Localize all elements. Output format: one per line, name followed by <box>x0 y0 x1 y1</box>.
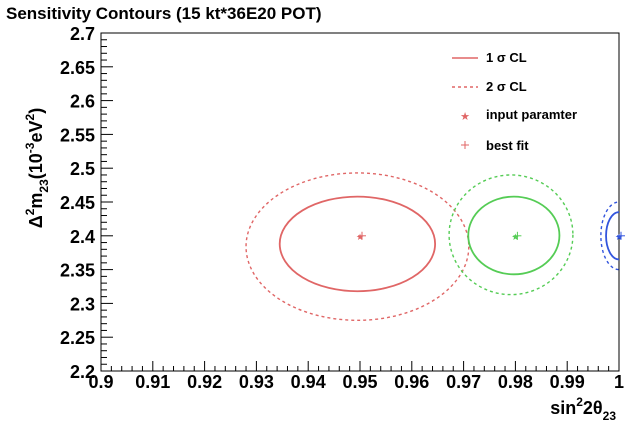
marker-region: ★ ★ ★ <box>356 231 625 243</box>
x-tick-label: 0.97 <box>446 372 481 392</box>
x-tick-label: 0.99 <box>550 372 585 392</box>
y-label-sub: 23 <box>37 179 51 193</box>
legend-input-label: input paramter <box>486 107 577 122</box>
x-tick-label: 0.93 <box>239 372 274 392</box>
y-tick-label: 2.5 <box>70 159 95 179</box>
y-tick-label: 2.25 <box>60 328 95 348</box>
x-axis-label: sin22θ23 <box>550 395 616 423</box>
y-tick-labels: 2.2 2.25 2.3 2.35 2.4 2.45 2.5 2.55 2.6 2.65 2.7 <box>60 24 95 382</box>
y-label-pre: Δ <box>26 215 46 228</box>
y-tick-label: 2.65 <box>60 58 95 78</box>
legend-star-marker: ★ <box>460 110 470 123</box>
legend-2sigma-label: 2 σ CL <box>486 79 527 94</box>
y-tick-label: 2.6 <box>70 92 95 112</box>
y-tick-label: 2.35 <box>60 261 95 281</box>
y-tick-label: 2.3 <box>70 294 95 314</box>
legend-1sigma-label: 1 σ CL <box>486 50 527 65</box>
y-label-m: m <box>26 193 46 209</box>
y-label-sup3: 2 <box>23 113 37 120</box>
axis-ticks <box>100 32 620 372</box>
y-label-open: (10 <box>26 153 46 179</box>
y-tick-label: 2.2 <box>70 362 95 382</box>
chart-title: Sensitivity Contours (15 kt*36E20 POT) <box>6 4 322 23</box>
green-input-star-marker: ★ <box>511 233 519 243</box>
green-one-sigma-contour <box>467 195 561 276</box>
x-label-sub: 23 <box>603 409 617 423</box>
legend-plus-marker <box>461 141 469 149</box>
contour-region <box>245 172 619 322</box>
x-label-base: sin <box>550 398 576 418</box>
blue-best-fit-plus-marker <box>617 231 625 240</box>
x-tick-label: 0.91 <box>135 372 170 392</box>
y-axis-label: Δ2m23(10-3eV2) <box>23 108 51 228</box>
y-label-sup2: -3 <box>23 142 37 153</box>
red-best-fit-plus-marker <box>358 231 366 240</box>
x-tick-label: 1 <box>614 372 624 392</box>
x-tick-label: 0.96 <box>394 372 429 392</box>
y-label-unit: eV <box>26 120 46 142</box>
x-label-mid: 2θ <box>583 398 603 418</box>
red-input-star-marker: ★ <box>356 233 364 243</box>
red-one-sigma-contour <box>278 195 437 293</box>
x-tick-label: 0.9 <box>88 372 113 392</box>
y-tick-label: 2.55 <box>60 125 95 145</box>
y-tick-label: 2.7 <box>70 24 95 44</box>
red-two-sigma-contour <box>245 172 470 322</box>
x-tick-labels: 0.9 0.91 0.92 0.93 0.94 0.95 0.96 0.97 0.98 0.99 1 <box>88 372 624 392</box>
y-label-close: ) <box>26 108 46 114</box>
x-tick-label: 0.98 <box>498 372 533 392</box>
y-tick-label: 2.45 <box>60 193 95 213</box>
x-label-sup: 2 <box>576 395 583 409</box>
x-tick-label: 0.95 <box>342 372 377 392</box>
green-two-sigma-contour <box>448 174 574 296</box>
x-tick-label: 0.92 <box>187 372 222 392</box>
legend: 1 σ CL 2 σ CL ★ input paramter best fit <box>452 50 577 153</box>
x-tick-label: 0.94 <box>291 372 326 392</box>
green-best-fit-plus-marker <box>513 231 522 240</box>
blue-one-sigma-contour <box>605 211 619 261</box>
y-tick-label: 2.4 <box>70 227 95 247</box>
y-label-sup1: 2 <box>23 208 37 215</box>
legend-bestfit-label: best fit <box>486 138 529 153</box>
blue-input-star-marker: ★ <box>615 233 623 243</box>
